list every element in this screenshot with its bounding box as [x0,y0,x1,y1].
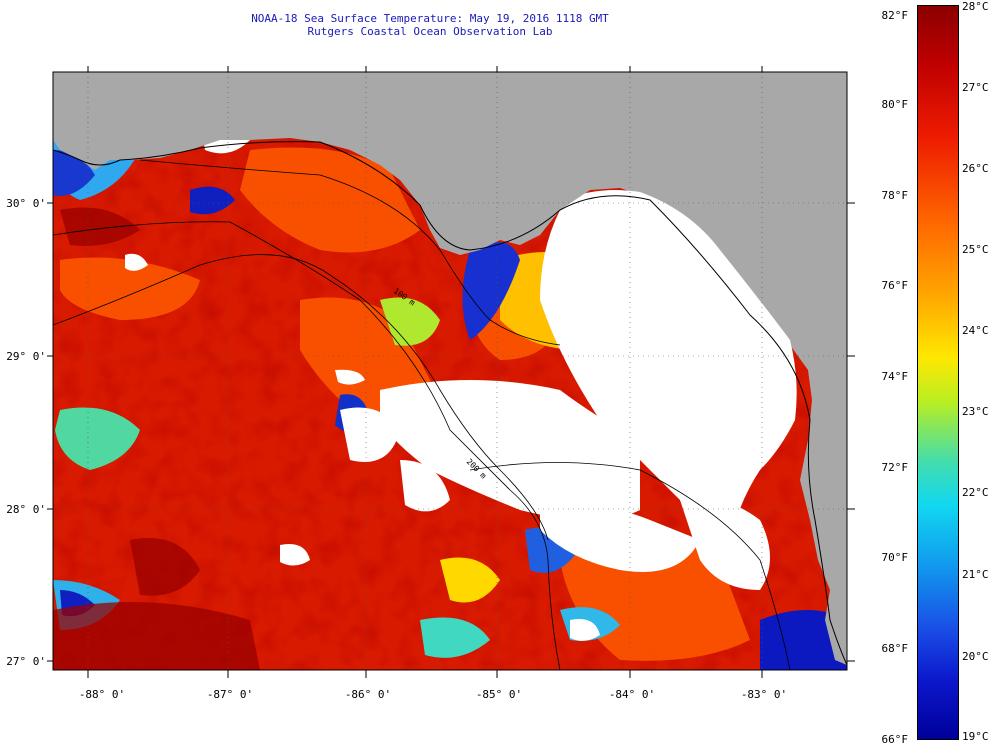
warmest-patches [53,207,260,670]
colorbar-c-27: 27°C [962,81,989,94]
lat-label-29: 29° 0' [6,350,46,363]
lon-label-87: -87° 0' [206,688,254,701]
colorbar-c-21: 21°C [962,568,989,581]
colorbar-f-78: 78°F [881,189,909,202]
lon-label-85: -85° 0' [475,688,523,701]
colorbar-f-68: 68°F [881,642,909,655]
depth-contours [53,159,791,670]
colorbar-f-74: 74°F [881,370,909,383]
colorbar-f-80: 80°F [881,98,909,111]
colorbar-c-28: 28°C [962,0,989,13]
lon-label-83: -83° 0' [740,688,788,701]
lon-label-84: -84° 0' [608,688,656,701]
colorbar-f-72: 72°F [881,461,909,474]
colorbar-f-66: 66°F [881,733,909,746]
colorbar-c-23: 23°C [962,405,989,418]
colorbar-c-24: 24°C [962,324,989,337]
map-title: NOAA-18 Sea Surface Temperature: May 19,… [251,12,609,25]
map-subtitle: Rutgers Coastal Ocean Observation Lab [307,25,553,38]
colorbar-f-70: 70°F [881,551,909,564]
colorbar-c-22: 22°C [962,486,989,499]
axis-ticks [47,66,855,678]
temperature-colorbar [917,5,959,740]
land-mass [53,72,847,665]
lat-label-30: 30° 0' [6,197,46,210]
lat-label-27: 27° 0' [6,655,46,668]
colorbar-f-82: 82°F [881,9,909,22]
coastline [53,141,847,666]
colorbar-c-20: 20°C [962,650,989,663]
colorbar-f-76: 76°F [881,279,909,292]
map-frame [52,71,848,671]
colorbar-c-19: 19°C [962,730,989,743]
colorbar-c-26: 26°C [962,162,989,175]
colorbar-c-25: 25°C [962,243,989,256]
land-cloud-cover [540,190,797,540]
lon-label-86: -86° 0' [344,688,392,701]
lat-label-28: 28° 0' [6,503,46,516]
lon-label-88: -88° 0' [78,688,126,701]
